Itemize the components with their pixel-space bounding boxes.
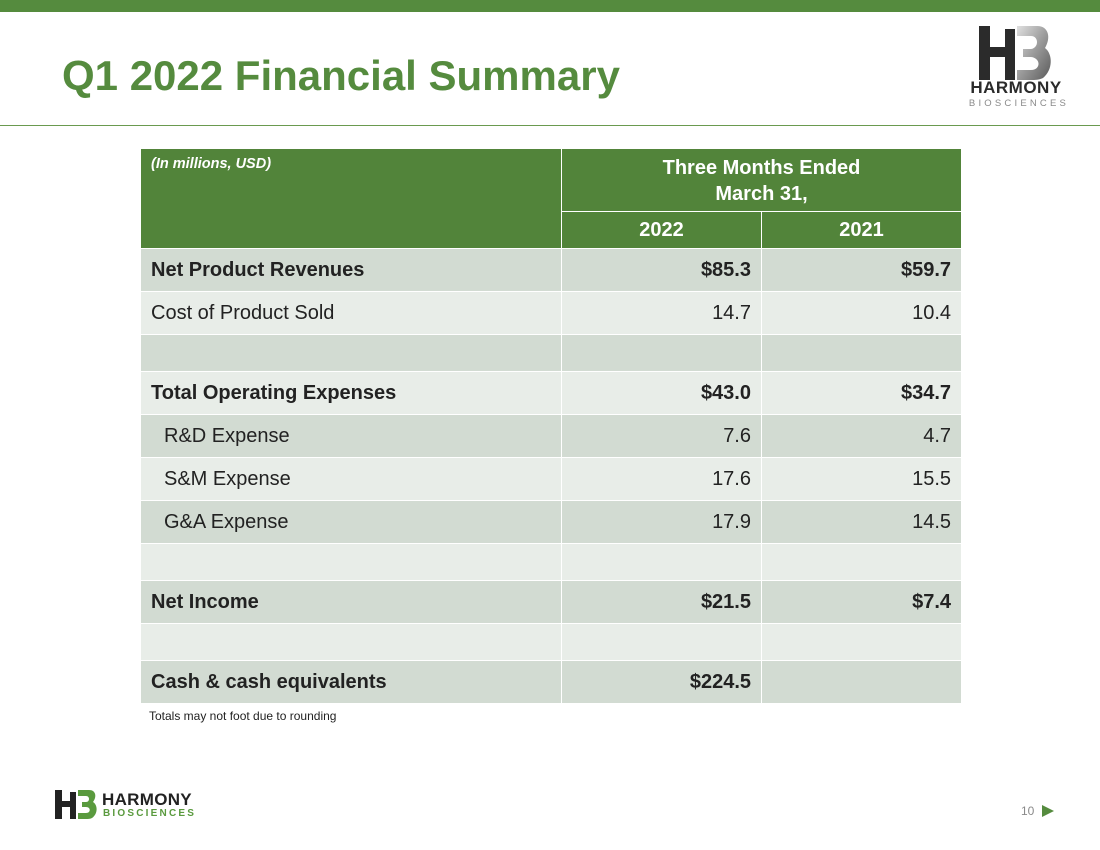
value-2022: $224.5 xyxy=(561,660,762,704)
triangle-right-icon[interactable] xyxy=(1042,805,1054,817)
value-2021: 10.4 xyxy=(760,291,963,335)
header-logo-subtext: BIOSCIENCES xyxy=(968,98,1070,109)
table-row: G&A Expense 17.9 14.5 xyxy=(140,500,963,544)
harmony-hb-logo-icon xyxy=(55,790,97,819)
value-2021: 15.5 xyxy=(760,457,963,501)
footer-logo-subtext: BIOSCIENCES xyxy=(103,808,197,819)
harmony-hb-logo-icon xyxy=(979,26,1051,80)
row-label xyxy=(140,623,562,661)
row-label: G&A Expense xyxy=(140,500,562,544)
value-2021 xyxy=(760,334,963,372)
value-2021: $34.7 xyxy=(760,371,963,415)
table-row: Net Product Revenues $85.3 $59.7 xyxy=(140,248,963,292)
page-title: Q1 2022 Financial Summary xyxy=(62,52,620,99)
value-2021: 14.5 xyxy=(760,500,963,544)
table-spacer-row xyxy=(140,623,963,661)
value-2022: 7.6 xyxy=(561,414,762,458)
value-2021 xyxy=(760,623,963,661)
units-label: (In millions, USD) xyxy=(140,148,562,249)
row-label: Cost of Product Sold xyxy=(140,291,562,335)
value-2022 xyxy=(561,334,762,372)
financial-summary-table: (In millions, USD) Three Months Ended Ma… xyxy=(140,148,963,704)
page-number: 10 xyxy=(1021,804,1035,818)
value-2022: $43.0 xyxy=(561,371,762,415)
period-header: Three Months Ended March 31, xyxy=(560,148,963,212)
year-header-2022: 2022 xyxy=(561,211,762,249)
value-2022 xyxy=(561,623,762,661)
title-divider xyxy=(0,125,1100,126)
row-label: Net Product Revenues xyxy=(140,248,562,292)
table-spacer-row xyxy=(140,334,963,372)
table-row: Cash & cash equivalents $224.5 xyxy=(140,660,963,704)
value-2021 xyxy=(760,660,963,704)
table-row: Cost of Product Sold 14.7 10.4 xyxy=(140,291,963,335)
row-label: R&D Expense xyxy=(140,414,562,458)
value-2022: $85.3 xyxy=(561,248,762,292)
table-row: S&M Expense 17.6 15.5 xyxy=(140,457,963,501)
value-2022: 14.7 xyxy=(561,291,762,335)
value-2021: $7.4 xyxy=(760,580,963,624)
rounding-footnote: Totals may not foot due to rounding xyxy=(149,709,337,723)
header-logo-wordmark: HARMONY xyxy=(970,78,1062,97)
value-2022: $21.5 xyxy=(561,580,762,624)
table-header-row: (In millions, USD) Three Months Ended Ma… xyxy=(140,148,963,249)
table-row: R&D Expense 7.6 4.7 xyxy=(140,414,963,458)
period-header-line1: Three Months Ended xyxy=(662,157,861,179)
row-label xyxy=(140,543,562,581)
value-2022 xyxy=(561,543,762,581)
header-logo: HARMONY BIOSCIENCES xyxy=(960,26,1072,112)
footer-logo-wordmark: HARMONY xyxy=(102,790,192,809)
value-2022: 17.6 xyxy=(561,457,762,501)
table-spacer-row xyxy=(140,543,963,581)
year-header-2021: 2021 xyxy=(760,211,963,249)
footer-logo: HARMONY BIOSCIENCES xyxy=(55,790,205,820)
value-2022: 17.9 xyxy=(561,500,762,544)
row-label: Total Operating Expenses xyxy=(140,371,562,415)
row-label: Net Income xyxy=(140,580,562,624)
period-header-line2: March 31, xyxy=(715,183,808,205)
table-row: Total Operating Expenses $43.0 $34.7 xyxy=(140,371,963,415)
table-row: Net Income $21.5 $7.4 xyxy=(140,580,963,624)
top-accent-bar xyxy=(0,0,1100,12)
row-label: Cash & cash equivalents xyxy=(140,660,562,704)
value-2021: 4.7 xyxy=(760,414,963,458)
row-label: S&M Expense xyxy=(140,457,562,501)
value-2021: $59.7 xyxy=(760,248,963,292)
value-2021 xyxy=(760,543,963,581)
row-label xyxy=(140,334,562,372)
